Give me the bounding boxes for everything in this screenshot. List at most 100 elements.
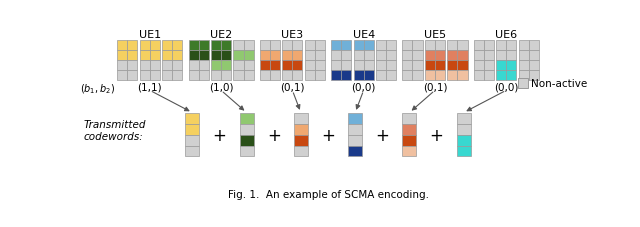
Bar [348,135,362,146]
Bar [447,61,458,71]
Bar [529,61,539,71]
Bar [518,79,528,89]
Bar [211,71,221,81]
Bar [447,51,458,61]
Bar [260,51,270,61]
Bar [376,71,386,81]
Bar [140,41,150,51]
Text: (1,1): (1,1) [138,82,162,92]
Bar [403,61,412,71]
Bar [189,41,198,51]
Bar [282,71,292,81]
Bar [518,41,529,51]
Bar [117,61,127,71]
Bar [435,61,445,71]
Text: (1,0): (1,0) [209,82,234,92]
Bar [403,135,417,146]
Bar [341,51,351,61]
Text: UE4: UE4 [353,30,375,39]
Bar [294,114,308,125]
Bar [364,51,374,61]
Bar [348,146,362,157]
Bar [403,51,412,61]
Bar [412,41,422,51]
Bar [172,51,182,61]
Bar [403,114,417,125]
Bar [150,51,160,61]
Bar [425,61,435,71]
Bar [484,71,494,81]
Bar [260,61,270,71]
Text: (0,1): (0,1) [422,82,447,92]
Bar [198,51,209,61]
Bar [425,51,435,61]
Bar [127,41,138,51]
Bar [305,71,315,81]
Bar [353,71,364,81]
Bar [282,61,292,71]
Bar [518,71,529,81]
Bar [457,114,470,125]
Bar [353,61,364,71]
Text: (0,1): (0,1) [280,82,305,92]
Text: +: + [375,126,389,144]
Text: +: + [267,126,281,144]
Bar [221,61,231,71]
Text: +: + [321,126,335,144]
Text: UE1: UE1 [139,30,161,39]
Bar [172,61,182,71]
Bar [386,51,396,61]
Bar [496,41,506,51]
Bar [353,51,364,61]
Bar [270,61,280,71]
Bar [403,125,417,135]
Bar [305,61,315,71]
Bar [506,41,516,51]
Bar [270,51,280,61]
Bar [211,51,221,61]
Bar [484,41,494,51]
Bar [270,71,280,81]
Bar [412,51,422,61]
Text: UE2: UE2 [210,30,232,39]
Bar [294,146,308,157]
Bar [447,71,458,81]
Bar [341,71,351,81]
Bar [496,71,506,81]
Bar [186,146,199,157]
Bar [292,51,303,61]
Text: UE5: UE5 [424,30,446,39]
Bar [386,41,396,51]
Bar [239,135,253,146]
Text: (0,0): (0,0) [351,82,376,92]
Bar [150,61,160,71]
Bar [221,71,231,81]
Bar [496,51,506,61]
Bar [403,41,412,51]
Text: UE6: UE6 [495,30,517,39]
Bar [376,41,386,51]
Bar [221,41,231,51]
Bar [198,61,209,71]
Text: +: + [212,126,227,144]
Bar [189,61,198,71]
Bar [331,41,341,51]
Bar [127,61,138,71]
Bar [260,41,270,51]
Bar [305,51,315,61]
Bar [305,41,315,51]
Bar [506,51,516,61]
Bar [244,61,253,71]
Bar [140,61,150,71]
Bar [244,41,253,51]
Bar [457,146,470,157]
Bar [403,71,412,81]
Bar [529,71,539,81]
Bar [364,71,374,81]
Bar [315,71,325,81]
Bar [331,51,341,61]
Bar [435,71,445,81]
Bar [189,51,198,61]
Bar [198,41,209,51]
Bar [211,41,221,51]
